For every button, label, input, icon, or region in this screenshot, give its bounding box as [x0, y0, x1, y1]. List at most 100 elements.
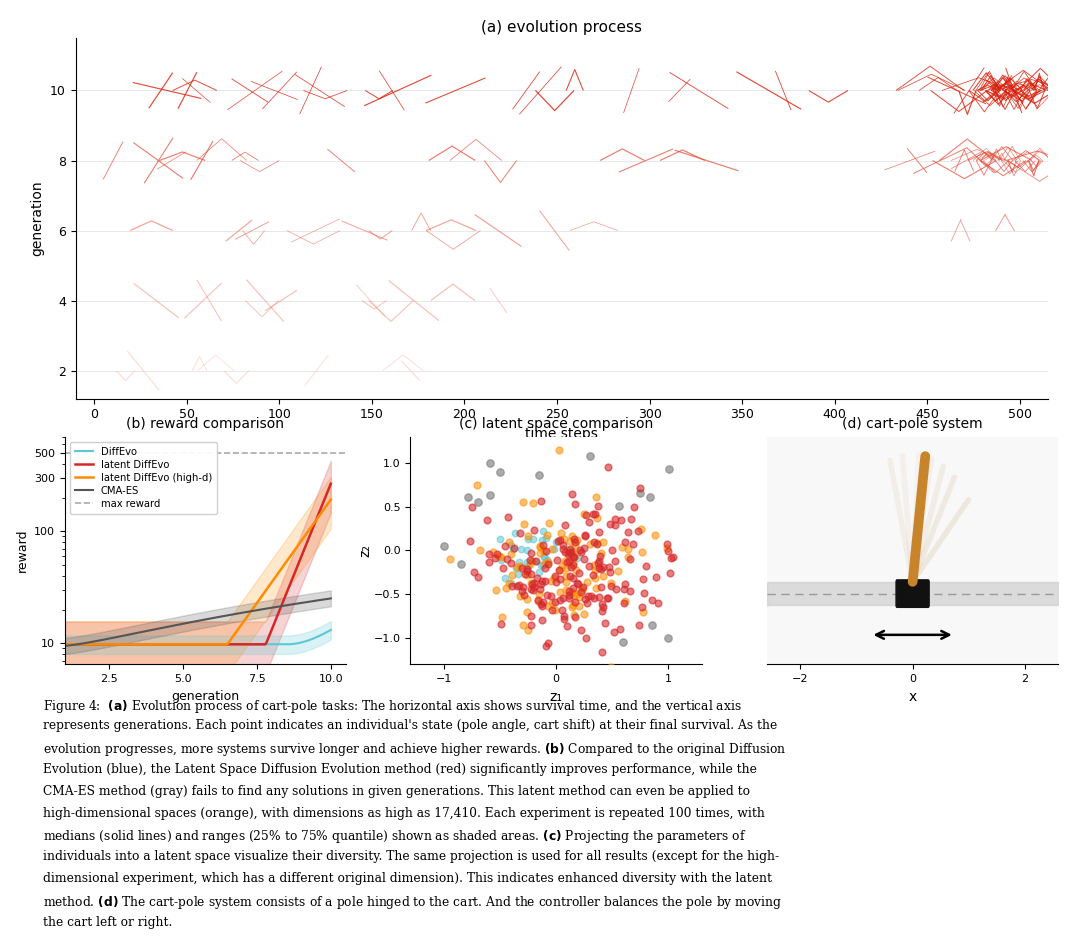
Point [602, 575, 619, 590]
X-axis label: generation: generation [171, 690, 240, 702]
Point [536, 543, 553, 558]
Point [586, 506, 604, 521]
Point [617, 593, 634, 608]
Point [588, 581, 605, 596]
X-axis label: z₁: z₁ [550, 690, 563, 703]
Point [598, 591, 616, 606]
Point [531, 540, 549, 555]
Point [661, 566, 678, 581]
Point [545, 542, 563, 557]
Point [522, 582, 539, 597]
Point [492, 552, 510, 568]
Point [561, 542, 578, 557]
Point [557, 560, 575, 575]
Point [532, 558, 550, 573]
Point [565, 570, 582, 586]
Point [637, 558, 654, 573]
Point [607, 582, 624, 597]
Point [510, 566, 527, 581]
Point [585, 558, 603, 573]
Point [576, 541, 593, 556]
Point [564, 549, 581, 565]
Point [634, 545, 651, 560]
Point [539, 554, 556, 569]
Point [545, 595, 563, 610]
Point [606, 553, 623, 568]
Point [613, 539, 631, 554]
X-axis label: x: x [908, 690, 917, 703]
Y-axis label: reward: reward [15, 529, 28, 572]
Point [602, 516, 619, 531]
Point [634, 605, 651, 620]
Point [502, 547, 519, 562]
Point [554, 590, 571, 605]
Point [591, 589, 608, 605]
Point [580, 514, 597, 530]
Point [622, 512, 639, 527]
Text: CMA-ES method (gray) fails to find any solutions in given generations. This late: CMA-ES method (gray) fails to find any s… [43, 785, 751, 798]
Point [496, 538, 513, 553]
Point [562, 568, 579, 584]
Point [590, 555, 607, 570]
Point [585, 534, 603, 549]
Point [460, 490, 477, 505]
Point [504, 578, 522, 593]
Point [619, 524, 636, 539]
Point [660, 462, 677, 477]
Point [571, 543, 589, 558]
Point [518, 555, 536, 570]
Point [563, 585, 580, 600]
Point [523, 576, 540, 591]
Point [566, 531, 583, 547]
Point [482, 488, 499, 503]
Point [617, 534, 634, 549]
Point [664, 549, 681, 564]
Point [518, 562, 536, 577]
Point [522, 546, 539, 561]
Point [529, 593, 546, 608]
Point [536, 549, 553, 565]
Point [508, 559, 525, 574]
Point [584, 507, 602, 522]
Point [553, 559, 570, 574]
FancyBboxPatch shape [896, 580, 929, 607]
Point [558, 619, 576, 634]
Point [532, 532, 550, 548]
Point [556, 553, 573, 568]
Point [519, 530, 537, 546]
Point [435, 538, 453, 553]
Point [491, 464, 509, 479]
Point [561, 587, 578, 603]
Point [599, 591, 617, 606]
Point [630, 523, 647, 538]
Point [616, 595, 633, 610]
Text: Figure 4:  $\bf{(a)}$ Evolution process of cart-pole tasks: The horizontal axis : Figure 4: $\bf{(a)}$ Evolution process o… [43, 698, 742, 715]
Point [529, 592, 546, 607]
Point [521, 556, 538, 571]
Point [552, 563, 569, 578]
Point [495, 561, 512, 576]
Point [578, 575, 595, 590]
Title: (c) latent space comparison: (c) latent space comparison [459, 418, 653, 431]
Text: high-dimensional spaces (orange), with dimensions as high as 17,410. Each experi: high-dimensional spaces (orange), with d… [43, 807, 765, 820]
Text: the cart left or right.: the cart left or right. [43, 916, 173, 929]
Point [461, 533, 478, 549]
Point [621, 584, 638, 599]
Point [503, 568, 521, 583]
Point [592, 549, 609, 564]
Point [543, 602, 561, 617]
Point [658, 537, 675, 552]
Point [518, 605, 536, 620]
Point [463, 499, 481, 514]
X-axis label: time steps: time steps [525, 427, 598, 441]
Point [453, 556, 470, 571]
Point [525, 531, 542, 547]
Point [566, 549, 583, 565]
Point [616, 582, 633, 597]
Point [508, 578, 525, 593]
Point [555, 611, 572, 626]
Point [593, 597, 610, 612]
Point [632, 486, 649, 501]
Point [564, 597, 581, 612]
Point [589, 535, 606, 550]
